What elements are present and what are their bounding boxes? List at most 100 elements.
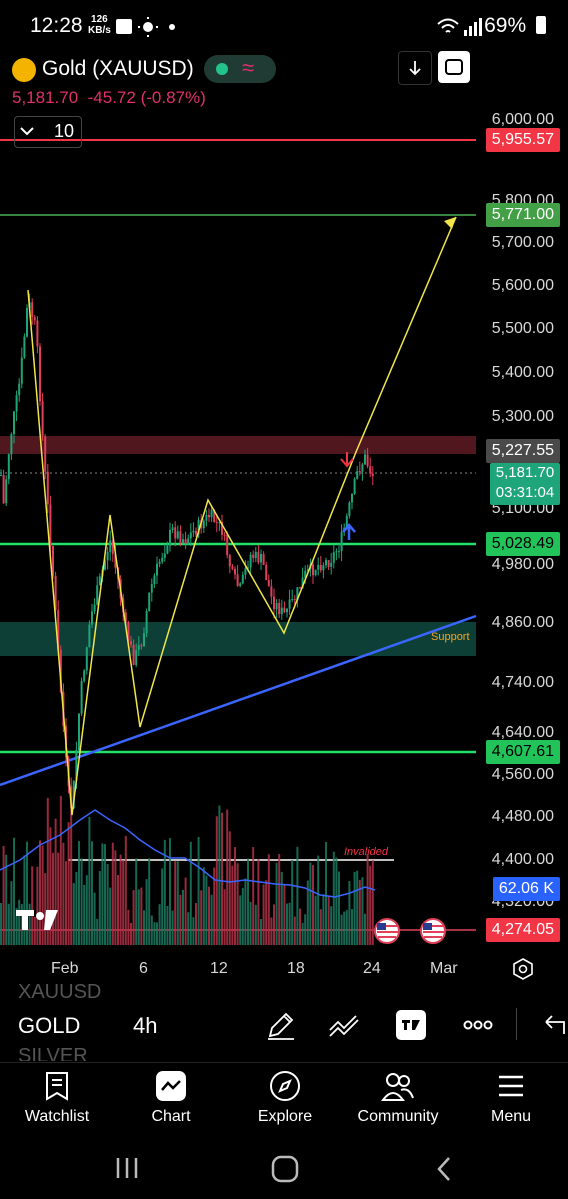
candle-body [358, 471, 361, 473]
volume-bar [57, 852, 60, 945]
y-tick: 4,400.00 [491, 851, 554, 868]
volume-bar [286, 903, 288, 945]
battery-percent: 69% [484, 14, 527, 37]
candle-body [283, 607, 286, 613]
symbol-current[interactable]: GOLD [18, 1013, 81, 1038]
volume-bar [109, 887, 112, 945]
candle-body [57, 610, 60, 650]
candle-body [275, 602, 278, 610]
nav-watchlist[interactable] [0, 1070, 114, 1107]
volume-bar [205, 875, 208, 945]
volume-bar [36, 866, 39, 945]
volume-bar [132, 889, 135, 945]
candle-body [197, 520, 200, 535]
candle-body [304, 571, 307, 578]
volume-bar [218, 805, 221, 945]
x-tick: 12 [210, 960, 228, 977]
candle-body [369, 466, 372, 474]
candle-body [340, 532, 343, 552]
volume-tag: 62.06 K [492, 877, 560, 901]
volume-bar [176, 861, 179, 945]
volume-bar [195, 903, 197, 945]
candle-body [241, 574, 244, 584]
download-button[interactable] [398, 51, 432, 85]
volume-bar [369, 865, 372, 945]
menu-icon [499, 1075, 523, 1097]
volume-bar [140, 887, 143, 945]
nav-chart[interactable] [114, 1070, 228, 1107]
brightness-icon [143, 22, 153, 32]
undo-button[interactable] [540, 1010, 568, 1038]
y-tick: 4,560.00 [491, 766, 554, 783]
price-chart[interactable] [0, 0, 568, 990]
candle-body [83, 670, 86, 682]
volume-bar [49, 827, 52, 945]
volume-bar [252, 847, 255, 945]
draw-button[interactable] [264, 1008, 298, 1042]
recent-apps-button[interactable] [114, 1154, 140, 1182]
nav-explore[interactable] [228, 1070, 342, 1107]
volume-bar [78, 841, 80, 945]
volume-bar [327, 896, 330, 945]
symbol-title[interactable]: Gold (XAUUSD) [42, 57, 194, 80]
volume-bar [278, 853, 281, 945]
candle-body [23, 336, 26, 358]
candle-body [189, 532, 192, 539]
indicators-button[interactable] [326, 1008, 362, 1042]
home-button[interactable] [270, 1154, 300, 1184]
candle-body [145, 611, 148, 634]
volume-bar [158, 904, 161, 945]
y-tick: 5,300.00 [491, 408, 554, 425]
symbol-next[interactable]: SILVER [18, 1045, 88, 1061]
candle-body [192, 530, 195, 533]
candle-body [254, 551, 257, 558]
symbol-prev[interactable]: XAUUSD [18, 981, 102, 1001]
candle-body [244, 568, 247, 575]
event-flags[interactable] [372, 917, 452, 947]
interval-toggle[interactable] [14, 116, 82, 148]
candle-body [182, 539, 184, 543]
candlesticks [0, 293, 374, 811]
candle-body [104, 560, 106, 570]
market-status-pill[interactable] [204, 55, 276, 83]
volume-bar [179, 894, 182, 945]
volume-bar [163, 839, 166, 945]
candle-body [36, 320, 39, 347]
volume-bar [249, 902, 252, 945]
candle-body [306, 569, 309, 572]
signal-icons [437, 18, 482, 36]
volume-bar [85, 875, 88, 945]
volume-bar [312, 865, 314, 945]
candle-body [96, 585, 99, 605]
back-button[interactable] [432, 1154, 456, 1184]
volume-bar [364, 913, 366, 945]
nav-menu[interactable] [454, 1070, 568, 1107]
volume-bar [111, 842, 114, 945]
chart-settings-button[interactable] [510, 956, 536, 982]
interval-button[interactable]: 4h [133, 1013, 158, 1038]
fullscreen-button[interactable] [438, 51, 470, 83]
more-button[interactable] [462, 1012, 494, 1038]
candle-body [236, 574, 239, 586]
current-price-tag: 5,181.70 03:31:04 [490, 463, 560, 505]
volume-ma-line [0, 809, 376, 898]
volume-bar [283, 884, 286, 945]
volume-bar [67, 822, 70, 945]
volume-bar [41, 845, 44, 945]
volume-bar [137, 889, 140, 945]
candle-body [371, 473, 374, 477]
gallery-icon [116, 19, 132, 34]
x-tick: Mar [430, 960, 458, 977]
volume-bar [314, 895, 317, 945]
tradingview-button[interactable] [396, 1010, 426, 1040]
candle-body [44, 436, 47, 472]
volume-bar [93, 892, 96, 945]
volume-bar [33, 916, 36, 945]
volume-bar [15, 907, 18, 945]
volume-bar [306, 880, 309, 945]
volume-bar [338, 871, 340, 945]
nav-community[interactable] [341, 1070, 455, 1107]
volume-bar [80, 858, 83, 945]
volume-bar [161, 868, 164, 945]
volume-bar [275, 862, 278, 945]
